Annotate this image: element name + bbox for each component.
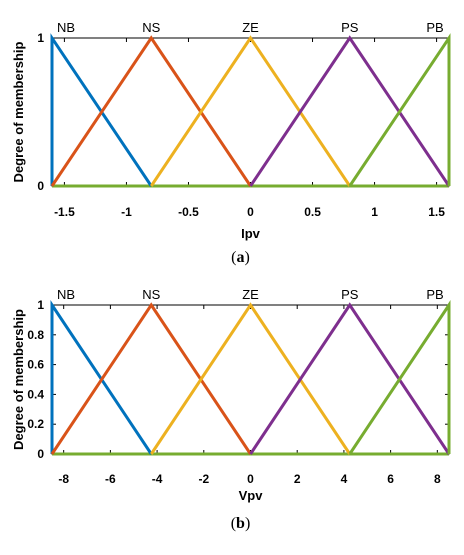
y-tick-label: 0.4 [27, 387, 44, 401]
series-ps-label: PS [341, 287, 359, 302]
series-nb-label: NB [57, 287, 75, 302]
series-ze-label: ZE [242, 287, 259, 302]
series-ze-label: ZE [242, 20, 259, 35]
x-axis-label: Ipv [241, 226, 261, 241]
x-tick-label: -8 [58, 472, 69, 486]
plot-frame [51, 37, 450, 187]
series-ps-line [249, 302, 451, 455]
x-tick-label: -2 [198, 472, 209, 486]
series-ns-line [50, 35, 252, 187]
x-tick-label: 8 [434, 472, 441, 486]
series-ns-label: NS [142, 287, 160, 302]
x-tick-label: -1.5 [54, 205, 75, 219]
figure-caption: (a) [231, 249, 250, 266]
y-tick-label: 0.8 [27, 328, 44, 342]
series-ze-line [150, 35, 351, 187]
series-pb-line [348, 300, 451, 455]
y-tick-label: 0.2 [27, 417, 44, 431]
y-tick-label: 0 [37, 179, 44, 193]
x-tick-label: -1 [121, 205, 132, 219]
x-axis-label: Vpv [239, 488, 264, 503]
x-tick-label: 0 [247, 205, 254, 219]
x-tick-label: 6 [387, 472, 394, 486]
x-tick-label: -0.5 [178, 205, 199, 219]
y-tick-label: 0 [37, 447, 44, 461]
y-tick-label: 0.6 [27, 358, 44, 372]
y-axis-label: Degree of membership [11, 42, 26, 183]
chart-b: -8 -6 -4 -2 0 2 4 6 8 0 0.2 0.4 0.6 0.8 1 NB NS ZE PS PB Vpv… [11, 287, 451, 532]
series-pb-line [348, 33, 451, 187]
figure-caption: (b) [231, 515, 251, 532]
y-tick-label: 1 [37, 31, 44, 45]
series-nb-line [50, 33, 153, 187]
plot-frame [51, 304, 450, 455]
x-tick-label: -6 [105, 472, 116, 486]
chart-a: -1.5 -1 -0.5 0 0.5 1 1.5 0 1 NB NS ZE PS PB Ipv Degree … [11, 20, 451, 266]
series-ns-label: NS [142, 20, 160, 35]
series-ps-label: PS [341, 20, 359, 35]
series-pb-label: PB [426, 287, 443, 302]
x-tick-label: 2 [294, 472, 301, 486]
y-axis-label: Degree of membership [11, 309, 26, 450]
series-ps-line [249, 35, 451, 187]
x-tick-label: 1.5 [428, 205, 445, 219]
series-nb-line [50, 300, 153, 455]
x-tick-label: 4 [341, 472, 348, 486]
x-tick-label: 0 [247, 472, 254, 486]
series-pb-label: PB [426, 20, 443, 35]
x-tick-label: 1 [371, 205, 378, 219]
series-ze-line [150, 302, 351, 455]
y-tick-label: 1 [37, 298, 44, 312]
series-nb-label: NB [57, 20, 75, 35]
x-tick-label: 0.5 [304, 205, 321, 219]
series-ns-line [50, 302, 252, 455]
x-tick-label: -4 [152, 472, 163, 486]
